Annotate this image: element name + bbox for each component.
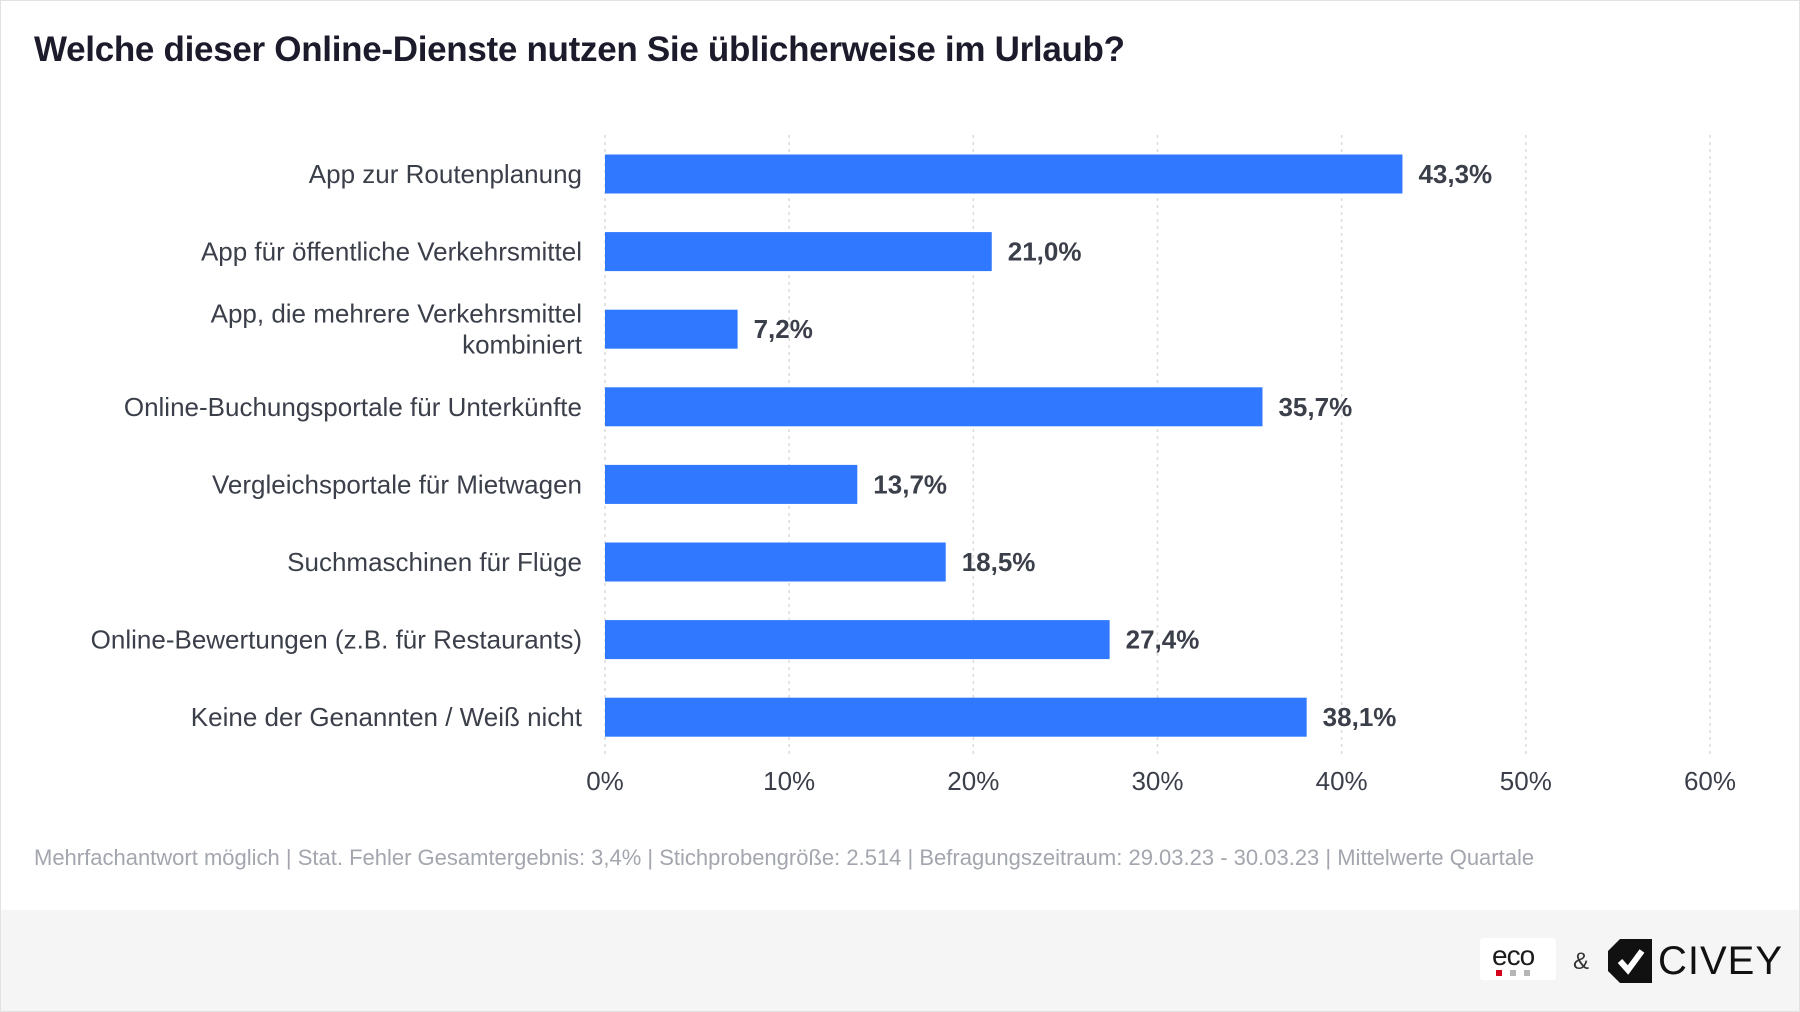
bar — [605, 620, 1110, 660]
x-tick-label: 50% — [1500, 766, 1552, 796]
bar — [605, 542, 946, 582]
eco-logo-grey-dot — [1510, 970, 1516, 976]
data-label: 43,3% — [1418, 159, 1492, 189]
category-label: App für öffentliche Verkehrsmittel — [201, 237, 582, 267]
bar-chart: 0% 10% 20% 30% 40% 50% 60% App zur Routenplanun… — [91, 135, 1736, 796]
bar — [605, 464, 858, 504]
data-label: 35,7% — [1278, 392, 1352, 422]
data-label: 21,0% — [1008, 237, 1082, 267]
category-label: Online-Buchungsportale für Unterkünfte — [124, 392, 582, 422]
category-label: Suchmaschinen für Flüge — [287, 547, 582, 577]
category-label: App, die mehrere Verkehrsmittel — [211, 299, 582, 329]
data-label: 18,5% — [962, 547, 1036, 577]
civey-mark-icon — [1608, 939, 1652, 983]
bar — [605, 232, 992, 272]
eco-logo-grey-dot — [1524, 970, 1530, 976]
chart-title: Welche dieser Online-Dienste nutzen Sie … — [34, 30, 1125, 69]
bar — [605, 697, 1307, 737]
category-label: Vergleichsportale für Mietwagen — [212, 469, 582, 499]
category-label: kombiniert — [462, 330, 583, 360]
x-tick-label: 0% — [586, 766, 624, 796]
category-label: Online-Bewertungen (z.B. für Restaurants… — [91, 625, 582, 655]
chart-footnote: Mehrfachantwort möglich | Stat. Fehler G… — [34, 845, 1535, 870]
bar — [605, 154, 1403, 194]
x-tick-label: 10% — [763, 766, 815, 796]
x-tick-label: 30% — [1131, 766, 1183, 796]
data-label: 7,2% — [754, 314, 813, 344]
logo-ampersand: & — [1573, 948, 1590, 975]
data-label: 38,1% — [1323, 702, 1397, 732]
eco-logo-text: eco — [1492, 940, 1535, 971]
x-tick-label: 60% — [1684, 766, 1736, 796]
eco-logo: eco — [1480, 938, 1556, 980]
civey-logo-text: CIVEY — [1658, 938, 1784, 983]
bar — [605, 387, 1263, 427]
x-tick-label: 40% — [1316, 766, 1368, 796]
category-label: Keine der Genannten / Weiß nicht — [191, 702, 583, 732]
eco-logo-red-dot — [1496, 970, 1502, 976]
x-tick-label: 20% — [947, 766, 999, 796]
category-label: App zur Routenplanung — [309, 159, 582, 189]
data-label: 27,4% — [1126, 625, 1200, 655]
civey-logo: CIVEY — [1608, 938, 1783, 984]
bar — [605, 309, 738, 349]
data-label: 13,7% — [873, 469, 947, 499]
